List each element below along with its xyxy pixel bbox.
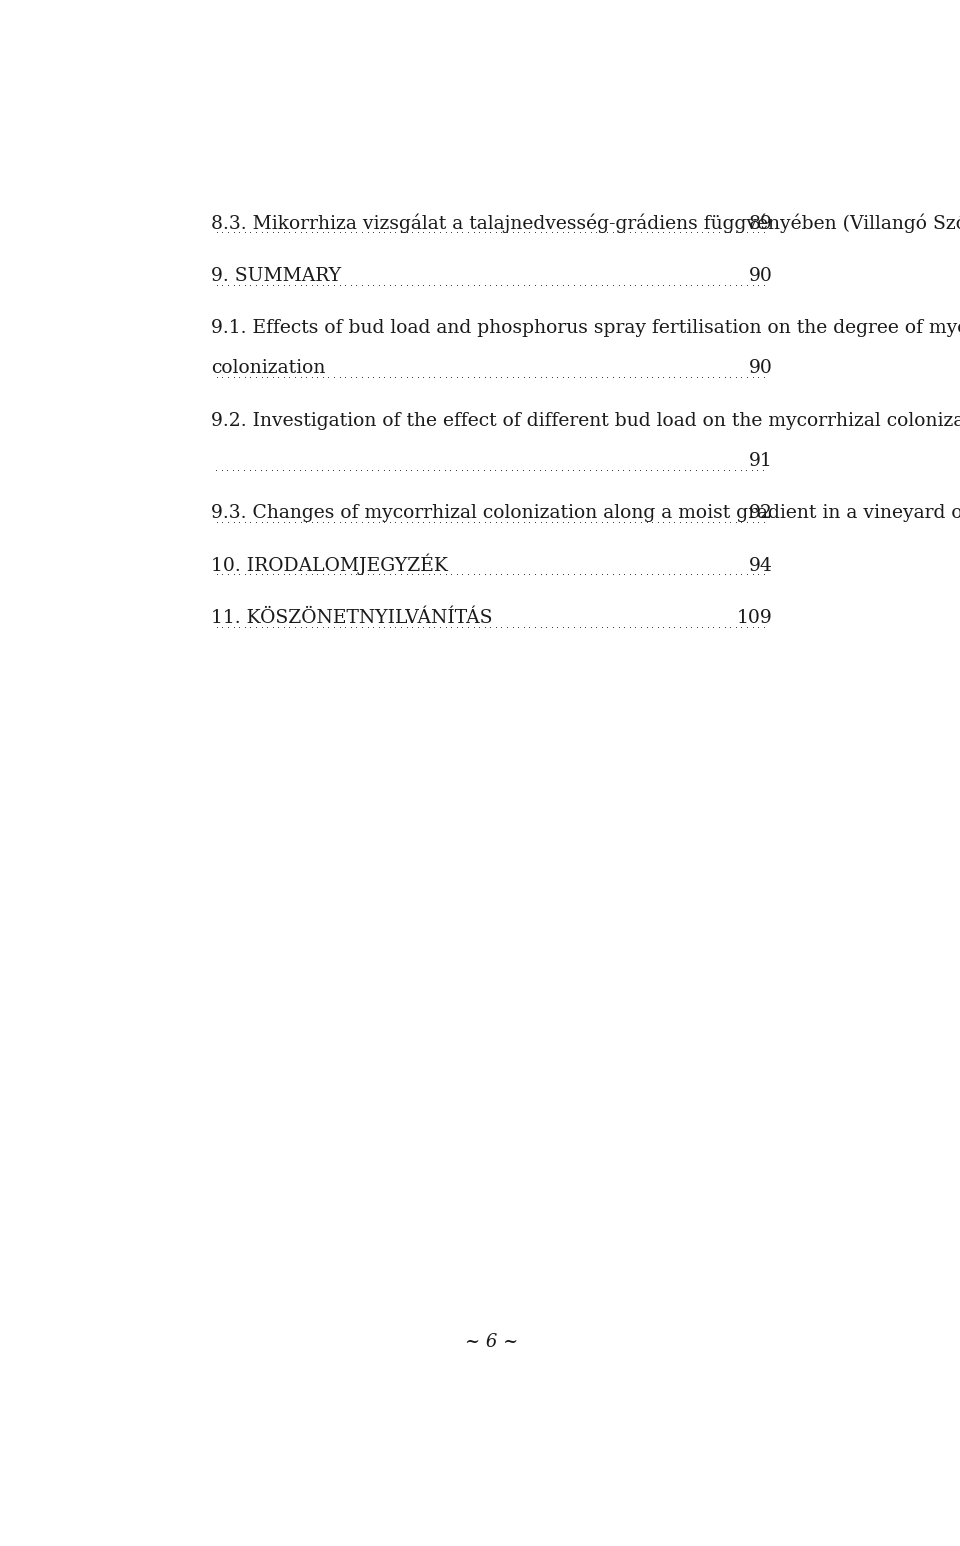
Text: 109: 109 — [737, 609, 773, 626]
Text: colonization: colonization — [211, 359, 325, 377]
Text: 9.1. Effects of bud load and phosphorus spray fertilisation on the degree of myc: 9.1. Effects of bud load and phosphorus … — [211, 320, 960, 337]
Text: 9.3. Changes of mycorrhizal colonization along a moist gradient in a vineyard of: 9.3. Changes of mycorrhizal colonization… — [211, 504, 960, 523]
Text: 90: 90 — [749, 359, 773, 377]
Text: 10. IRODALOMJEGYZÉK: 10. IRODALOMJEGYZÉK — [211, 553, 448, 575]
Text: 92: 92 — [749, 504, 773, 523]
Text: 94: 94 — [749, 557, 773, 575]
Text: ~ 6 ~: ~ 6 ~ — [466, 1333, 518, 1351]
Text: 11. KÖSZÖNETNYILVÁNÍTÁS: 11. KÖSZÖNETNYILVÁNÍTÁS — [211, 609, 492, 626]
Text: 9.2. Investigation of the effect of different bud load on the mycorrhizal coloni: 9.2. Investigation of the effect of diff… — [211, 411, 960, 430]
Text: 9. SUMMARY: 9. SUMMARY — [211, 267, 342, 284]
Text: 8.3. Mikorrhiza vizsgálat a talajnedvesség-grádiens függvényében (Villangó Szőlő: 8.3. Mikorrhiza vizsgálat a talajnedvess… — [211, 213, 960, 232]
Text: 90: 90 — [749, 267, 773, 284]
Text: 91: 91 — [749, 451, 773, 470]
Text: 89: 89 — [749, 215, 773, 232]
